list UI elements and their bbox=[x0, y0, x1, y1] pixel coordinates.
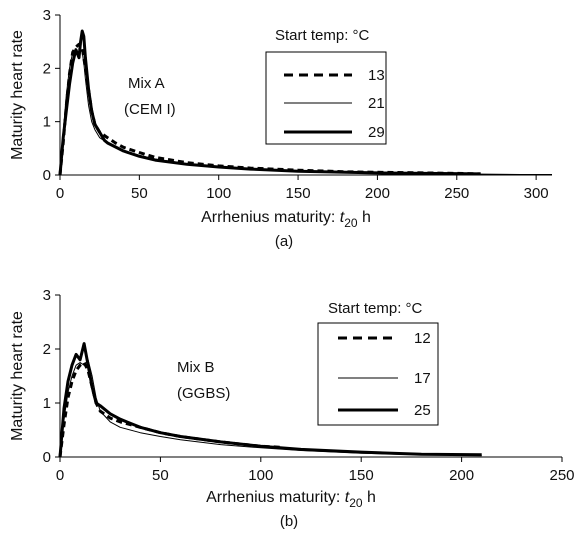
x-tick-label: 250 bbox=[444, 185, 469, 202]
mix-annotation: (CEM I) bbox=[124, 101, 176, 118]
x-tick-label: 150 bbox=[286, 185, 311, 202]
x-axis-title-var: t bbox=[340, 209, 345, 226]
chart-panel-a: 0 1 2 3 0 50 100 150 200 250 300 Maturity heart rat… bbox=[9, 7, 552, 250]
x-axis-title-unit: h bbox=[358, 209, 371, 226]
legend-label: 29 bbox=[368, 124, 385, 141]
x-axis-title-main: Arrhenius maturity: bbox=[201, 209, 340, 226]
x-tick-label: 300 bbox=[524, 185, 549, 202]
legend-label: 25 bbox=[414, 402, 431, 419]
panel-label: (b) bbox=[280, 513, 298, 530]
x-tick-label: 50 bbox=[152, 467, 169, 484]
y-tick-label: 1 bbox=[43, 395, 51, 412]
y-tick-label: 3 bbox=[43, 7, 51, 24]
legend-title: Start temp: °C bbox=[275, 27, 370, 44]
x-tick-label: 250 bbox=[549, 467, 574, 484]
x-axis-title: Arrhenius maturity: t20 h bbox=[201, 209, 371, 230]
x-tick-label: 0 bbox=[56, 467, 64, 484]
y-tick-label: 1 bbox=[43, 114, 51, 131]
x-tick-label: 100 bbox=[248, 467, 273, 484]
legend-label: 12 bbox=[414, 330, 431, 347]
x-axis-title-main: Arrhenius maturity: bbox=[206, 489, 345, 506]
series-line-25 bbox=[58, 342, 482, 458]
y-axis-title: Maturity heart rate bbox=[9, 30, 26, 160]
series-line-12 bbox=[58, 361, 281, 458]
x-tick-label: 200 bbox=[365, 185, 390, 202]
x-tick-label: 200 bbox=[449, 467, 474, 484]
y-tick-label: 2 bbox=[43, 341, 51, 358]
x-tick-label: 0 bbox=[56, 185, 64, 202]
legend-label: 13 bbox=[368, 67, 385, 84]
x-tick-label: 150 bbox=[349, 467, 374, 484]
x-axis-title-var: t bbox=[345, 489, 350, 506]
x-tick-label: 100 bbox=[206, 185, 231, 202]
x-axis-title: Arrhenius maturity: t20 h bbox=[206, 489, 376, 510]
legend-title: Start temp: °C bbox=[328, 300, 423, 317]
y-tick-label: 0 bbox=[43, 167, 51, 184]
y-tick-label: 0 bbox=[43, 449, 51, 466]
legend-label: 21 bbox=[368, 95, 385, 112]
x-tick-label: 50 bbox=[131, 185, 148, 202]
x-axis-title-sub: 20 bbox=[344, 216, 358, 230]
panel-label: (a) bbox=[275, 233, 293, 250]
legend-box bbox=[317, 322, 439, 426]
mix-annotation: Mix B bbox=[177, 359, 215, 376]
y-tick-label: 2 bbox=[43, 60, 51, 77]
x-axis-title-unit: h bbox=[363, 489, 376, 506]
y-axis-title: Maturity heart rate bbox=[9, 311, 26, 441]
legend-label: 17 bbox=[414, 370, 431, 387]
mix-annotation: (GGBS) bbox=[177, 385, 230, 402]
x-axis-title-sub: 20 bbox=[349, 496, 363, 510]
y-tick-label: 3 bbox=[43, 287, 51, 304]
legend-box bbox=[265, 51, 387, 145]
mix-annotation: Mix A bbox=[128, 75, 165, 92]
series-line-29 bbox=[58, 29, 481, 176]
